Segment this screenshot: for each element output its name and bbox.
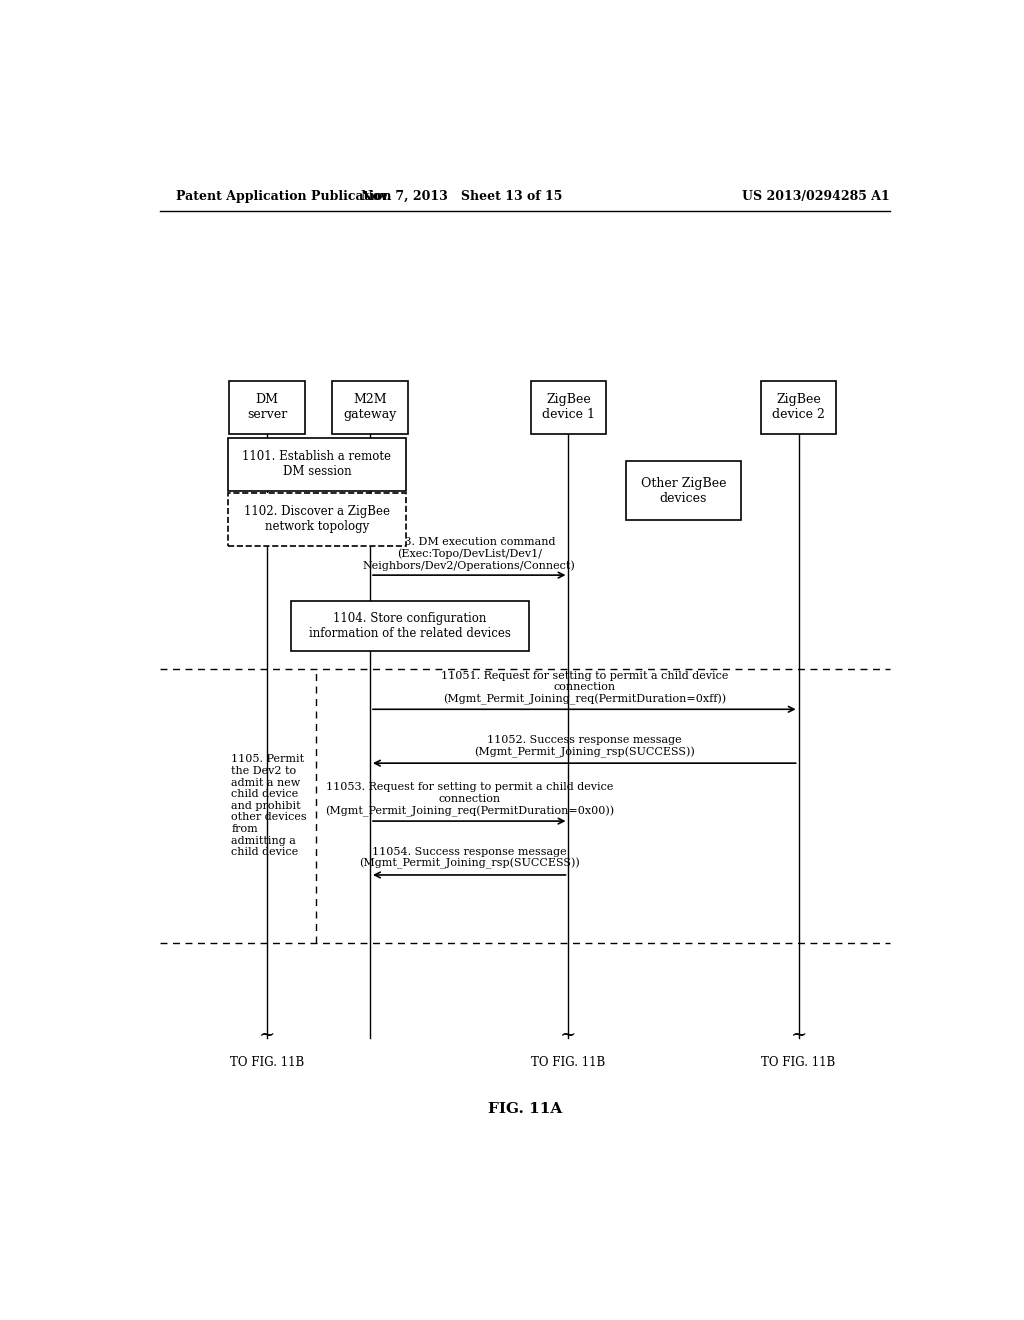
Text: 11051. Request for setting to permit a child device
connection
(Mgmt_Permit_Join: 11051. Request for setting to permit a c… [440,671,728,705]
Text: DM
server: DM server [247,393,287,421]
Text: ~: ~ [560,1026,577,1044]
Text: TO FIG. 11B: TO FIG. 11B [531,1056,605,1069]
Text: 1104. Store configuration
information of the related devices: 1104. Store configuration information of… [309,612,511,640]
Text: ~: ~ [791,1026,807,1044]
Bar [291,601,528,651]
Bar [229,381,304,434]
Text: 1105. Permit
the Dev2 to
admit a new
child device
and prohibit
other devices
fro: 1105. Permit the Dev2 to admit a new chi… [231,755,307,857]
Bar [626,461,741,520]
Text: 11052. Success response message
(Mgmt_Permit_Joining_rsp(SUCCESS)): 11052. Success response message (Mgmt_Pe… [474,735,694,758]
Text: Nov. 7, 2013   Sheet 13 of 15: Nov. 7, 2013 Sheet 13 of 15 [360,190,562,202]
Text: 11054. Success response message
(Mgmt_Permit_Joining_rsp(SUCCESS)): 11054. Success response message (Mgmt_Pe… [358,846,580,870]
Text: ZigBee
device 1: ZigBee device 1 [542,393,595,421]
Text: ~: ~ [259,1026,275,1044]
Bar [227,492,407,545]
Text: 1101. Establish a remote
DM session: 1101. Establish a remote DM session [243,450,391,478]
Text: Other ZigBee
devices: Other ZigBee devices [641,477,726,504]
Bar [761,381,837,434]
Text: 1103. DM execution command
(Exec:Topo/DevList/Dev1/
Neighbors/Dev2/Operations/Co: 1103. DM execution command (Exec:Topo/De… [362,536,575,572]
Bar [530,381,606,434]
Text: US 2013/0294285 A1: US 2013/0294285 A1 [742,190,890,202]
Bar [227,438,407,491]
Text: M2M
gateway: M2M gateway [343,393,396,421]
Text: TO FIG. 11B: TO FIG. 11B [762,1056,836,1069]
Text: 1102. Discover a ZigBee
network topology: 1102. Discover a ZigBee network topology [244,506,390,533]
Text: FIG. 11A: FIG. 11A [487,1102,562,1115]
Text: Patent Application Publication: Patent Application Publication [176,190,391,202]
Bar [333,381,408,434]
Text: ZigBee
device 2: ZigBee device 2 [772,393,825,421]
Text: 11053. Request for setting to permit a child device
connection
(Mgmt_Permit_Join: 11053. Request for setting to permit a c… [325,783,613,817]
Text: TO FIG. 11B: TO FIG. 11B [229,1056,304,1069]
